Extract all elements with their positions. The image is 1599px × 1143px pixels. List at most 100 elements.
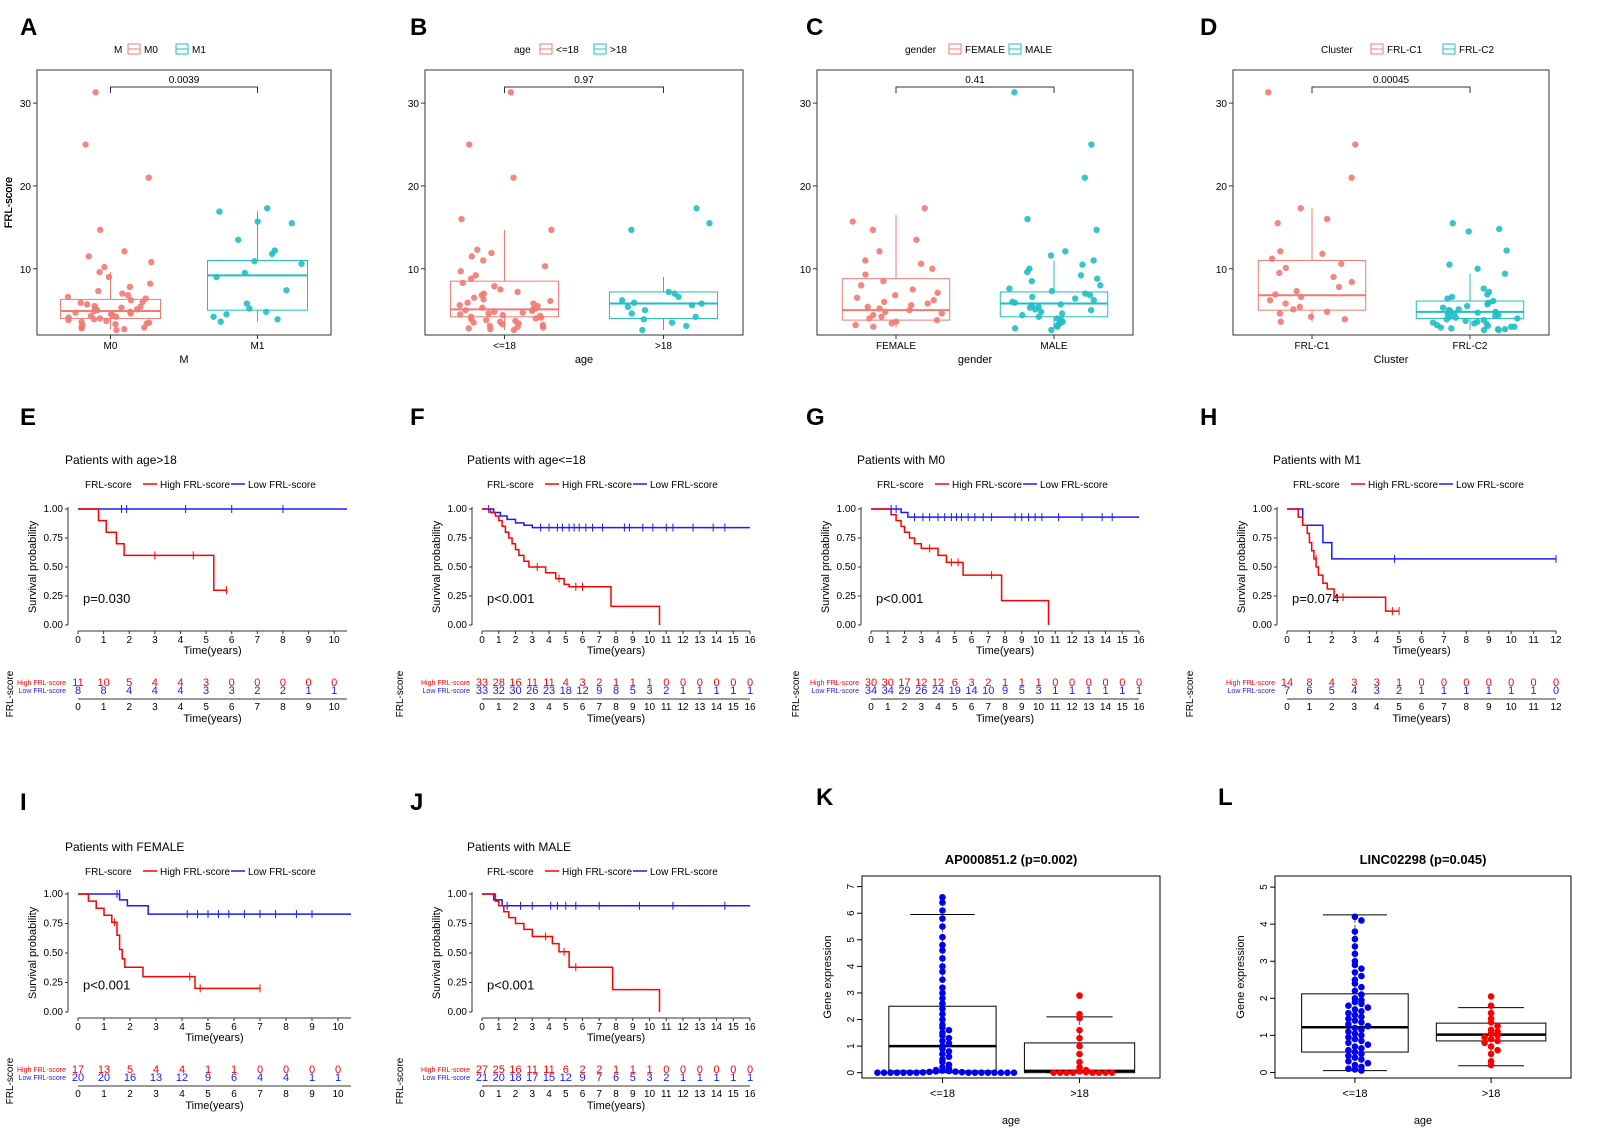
- risk-count-high: 3: [579, 677, 585, 689]
- data-point: [1351, 1048, 1359, 1056]
- legend-label-low: Low FRL-score: [650, 480, 718, 491]
- data-point: [241, 269, 249, 277]
- data-point: [485, 310, 492, 317]
- data-point: [470, 294, 478, 301]
- risk-count-low: 1: [331, 685, 337, 697]
- data-point: [1443, 316, 1450, 323]
- risk-count-high: 0: [309, 1064, 315, 1076]
- data-point: [459, 279, 466, 287]
- risk-count-low: 9: [579, 1072, 585, 1084]
- risk-x-tick-label: 0: [479, 702, 485, 713]
- data-point: [480, 296, 487, 303]
- data-point: [1026, 304, 1034, 311]
- data-point: [457, 268, 464, 275]
- risk-x-tick-label: 8: [1464, 702, 1470, 713]
- risk-count-low: 7: [596, 1072, 602, 1084]
- x-tick-label: 12: [677, 635, 689, 646]
- risk-x-tick-label: 10: [1506, 702, 1518, 713]
- data-point: [1358, 1007, 1365, 1015]
- data-point: [519, 309, 526, 316]
- data-point: [264, 205, 271, 212]
- data-point: [1307, 313, 1315, 320]
- risk-count-low: 9: [205, 1072, 211, 1084]
- data-point: [243, 300, 251, 307]
- data-point: [1093, 226, 1100, 234]
- risk-count-low: 30: [509, 685, 521, 697]
- data-point: [1297, 293, 1305, 301]
- legend-label: <=18: [556, 45, 579, 56]
- data-point: [1514, 315, 1521, 322]
- data-point: [1076, 1026, 1083, 1034]
- data-point: [1297, 205, 1304, 212]
- data-point: [849, 218, 856, 225]
- data-point: [939, 955, 946, 962]
- risk-x-tick-label: 12: [1066, 702, 1078, 713]
- risk-x-tick-label: 8: [613, 1089, 619, 1100]
- data-point: [1487, 1009, 1495, 1017]
- data-point: [1487, 1035, 1495, 1043]
- risk-count-low: 6: [1306, 685, 1312, 697]
- data-point: [1351, 980, 1359, 987]
- data-point: [64, 293, 72, 301]
- p-value-label: 0.97: [574, 75, 594, 86]
- risk-count-high: 0: [697, 1064, 703, 1076]
- data-point: [101, 263, 108, 271]
- data-point: [1358, 1056, 1365, 1063]
- data-point: [85, 253, 92, 260]
- data-point: [939, 989, 946, 997]
- risk-label-high: High FRL-score: [421, 1067, 470, 1074]
- panel-G: G Patients with M0 FRL-score High FRL-score…: [791, 404, 1145, 725]
- data-point: [1446, 261, 1453, 268]
- y-axis-label: Survival probability: [820, 520, 832, 613]
- risk-count-low: 9: [596, 685, 602, 697]
- risk-count-high: 0: [1119, 677, 1125, 689]
- x-tick-label: 3: [529, 635, 535, 646]
- data-point: [539, 324, 547, 331]
- risk-x-tick-label: 1: [101, 702, 107, 713]
- y-tick-label: 30: [408, 99, 420, 110]
- data-point: [124, 292, 132, 299]
- risk-x-tick-label: 3: [152, 702, 158, 713]
- data-point: [984, 1069, 992, 1076]
- risk-x-tick-label: 1: [496, 702, 502, 713]
- risk-x-tick-label: 9: [1486, 702, 1492, 713]
- data-point: [1345, 1028, 1352, 1035]
- legend-label: M1: [192, 45, 206, 56]
- data-point: [133, 306, 141, 313]
- data-point: [1088, 141, 1095, 148]
- risk-y-axis-label: FRL-score: [1185, 670, 1196, 717]
- data-point: [1290, 306, 1297, 313]
- data-point: [939, 994, 946, 1002]
- y-tick-label: 0.50: [1253, 562, 1273, 573]
- risk-count-high: 0: [331, 677, 337, 689]
- data-point: [1011, 89, 1018, 96]
- p-value-label: p<0.001: [876, 591, 923, 606]
- data-point: [1057, 301, 1064, 308]
- risk-x-tick-label: 16: [744, 1089, 756, 1100]
- risk-count-low: 1: [730, 685, 736, 697]
- risk-count-low: 12: [560, 1072, 572, 1084]
- risk-label-low: Low FRL-score: [19, 1075, 67, 1082]
- data-point: [1358, 991, 1365, 998]
- data-point: [1487, 1061, 1495, 1069]
- data-point: [213, 273, 220, 281]
- risk-count-low: 29: [898, 685, 910, 697]
- x-tick-label: 0: [75, 635, 81, 646]
- risk-x-tick-label: 4: [178, 702, 184, 713]
- risk-count-low: 4: [257, 1072, 263, 1084]
- data-point: [1348, 278, 1356, 286]
- x-tick-label: 5: [563, 635, 569, 646]
- data-point: [1323, 215, 1331, 223]
- y-tick-label: 3: [1259, 958, 1270, 964]
- y-tick-label: 1.00: [1253, 504, 1273, 515]
- panel-label: B: [410, 14, 427, 41]
- risk-count-low: 1: [1418, 685, 1424, 697]
- risk-x-tick-label: 8: [283, 1089, 289, 1100]
- y-tick-label: 20: [20, 182, 32, 193]
- data-point: [1494, 1037, 1501, 1045]
- data-point: [938, 310, 945, 317]
- box-body: [60, 298, 161, 319]
- panel-label: I: [20, 789, 27, 816]
- data-point: [939, 915, 946, 922]
- data-point: [1358, 1019, 1365, 1026]
